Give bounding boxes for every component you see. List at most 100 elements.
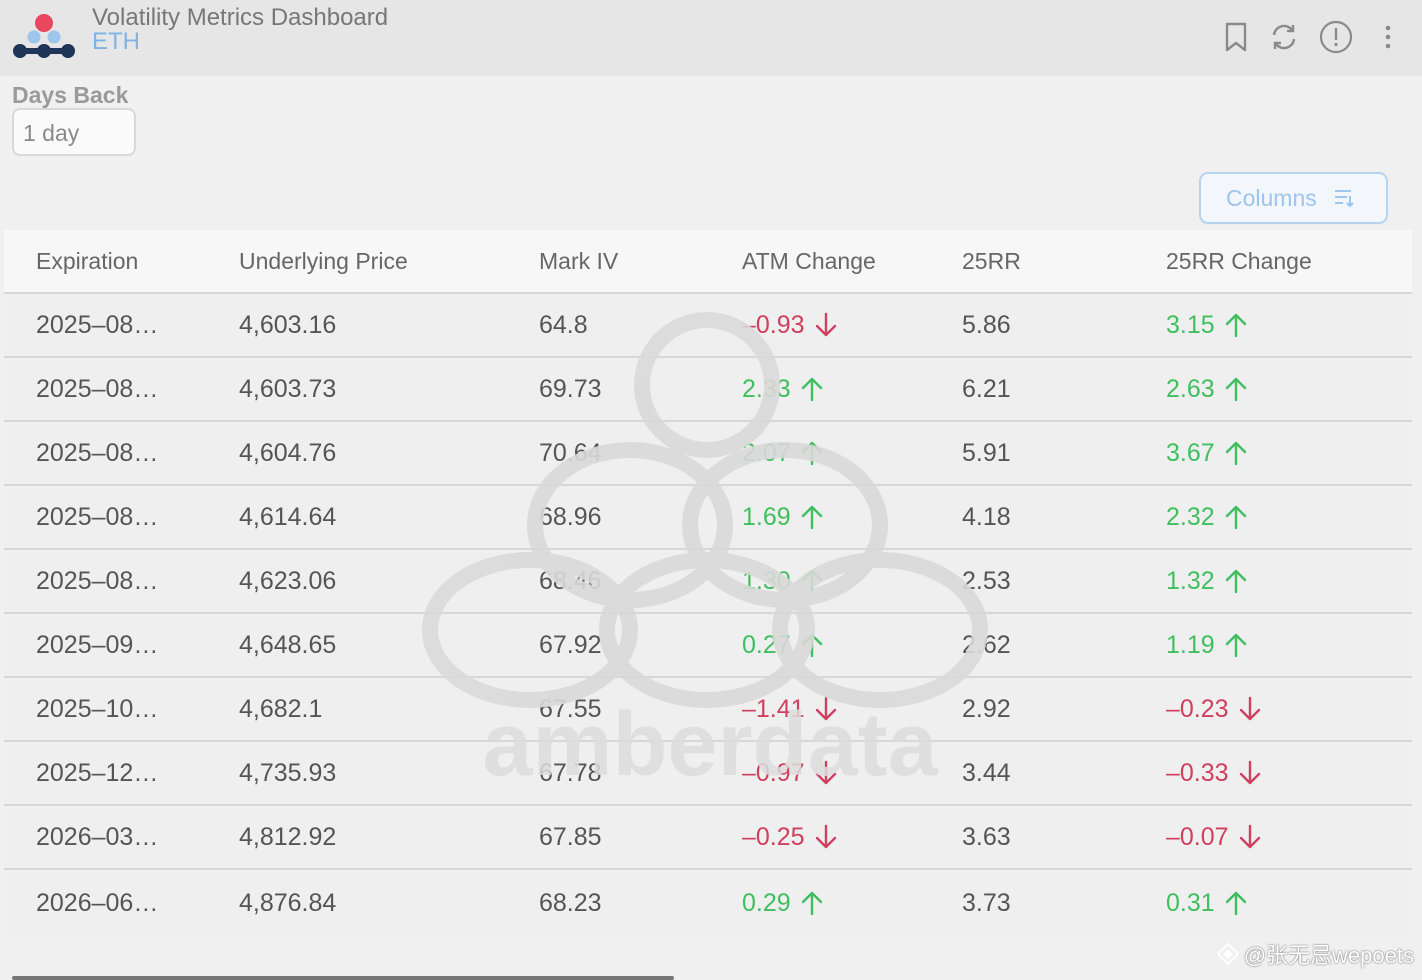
cell-atm-change: 2.07 [742, 422, 823, 484]
header-mark-iv[interactable]: Mark IV [539, 247, 619, 274]
cell-atm-change: –0.25 [742, 806, 837, 868]
table-row[interactable]: 2025–12… 4,735.93 67.78 –0.97 3.44 –0.33 [4, 742, 1412, 806]
cell-underlying-price: 4,603.73 [239, 374, 337, 403]
header-expiration[interactable]: Expiration [36, 247, 139, 274]
atm-change-value: –0.25 [742, 822, 805, 851]
cell-underlying-price: 4,603.16 [239, 310, 337, 339]
cell-mark-iv: 68.46 [539, 566, 602, 595]
arrow-up-icon [1225, 505, 1246, 530]
rr25-change-value: 3.15 [1166, 310, 1215, 339]
atm-change-value: 1.69 [742, 502, 791, 531]
rr25-change-value: 3.67 [1166, 438, 1215, 467]
cell-25rr: 2.92 [962, 694, 1011, 723]
more-vertical-icon[interactable] [1371, 20, 1405, 54]
cell-mark-iv: 67.78 [539, 758, 602, 787]
cell-mark-iv: 70.64 [539, 438, 602, 467]
cell-25rr-change: –0.23 [1166, 678, 1261, 740]
rr25-change-value: –0.07 [1166, 822, 1229, 851]
cell-atm-change: 1.30 [742, 550, 823, 612]
header-25rr-change[interactable]: 25RR Change [1166, 247, 1312, 274]
cell-expiration: 2025–08… [36, 502, 159, 531]
table-row[interactable]: 2026–03… 4,812.92 67.85 –0.25 3.63 –0.07 [4, 806, 1412, 870]
credit-text: @张无忌wepoets [1243, 943, 1414, 968]
cell-atm-change: 0.29 [742, 870, 823, 936]
cell-25rr: 2.62 [962, 630, 1011, 659]
bookmark-icon[interactable] [1219, 20, 1253, 54]
cell-25rr-change: 1.32 [1166, 550, 1247, 612]
cell-25rr: 5.86 [962, 310, 1011, 339]
cell-atm-change: 1.69 [742, 486, 823, 548]
table-row[interactable]: 2025–08… 4,614.64 68.96 1.69 4.18 2.32 [4, 486, 1412, 550]
rr25-change-value: 2.32 [1166, 502, 1215, 531]
cell-25rr-change: 1.19 [1166, 614, 1247, 676]
table-row[interactable]: 2026–06… 4,876.84 68.23 0.29 3.73 0.31 [4, 870, 1412, 936]
arrow-down-icon [1239, 824, 1260, 849]
asset-label: ETH [92, 28, 140, 55]
cell-25rr: 3.73 [962, 888, 1011, 917]
cell-underlying-price: 4,623.06 [239, 566, 337, 595]
info-icon[interactable] [1319, 20, 1353, 54]
table-row[interactable]: 2025–08… 4,603.73 69.73 2.33 6.21 2.63 [4, 358, 1412, 422]
rr25-change-value: 1.32 [1166, 566, 1215, 595]
columns-button[interactable]: Columns [1199, 172, 1388, 224]
cell-expiration: 2025–08… [36, 438, 159, 467]
page-title: Volatility Metrics Dashboard [92, 4, 389, 31]
table-row[interactable]: 2025–08… 4,603.16 64.8 –0.93 5.86 3.15 [4, 294, 1412, 358]
cell-25rr-change: 2.32 [1166, 486, 1247, 548]
arrow-up-icon [1225, 441, 1246, 466]
cell-underlying-price: 4,735.93 [239, 758, 337, 787]
cell-mark-iv: 68.96 [539, 502, 602, 531]
cell-mark-iv: 67.55 [539, 694, 602, 723]
horizontal-scrollbar[interactable] [12, 976, 674, 980]
arrow-up-icon [801, 441, 822, 466]
widget-header: Volatility Metrics Dashboard ETH [0, 0, 1422, 76]
table-body: 2025–08… 4,603.16 64.8 –0.93 5.86 3.15 2025–08… [4, 294, 1412, 936]
rr25-change-value: –0.23 [1166, 694, 1229, 723]
cell-expiration: 2025–08… [36, 310, 159, 339]
column-sort-icon [1334, 190, 1354, 208]
atm-change-value: 0.29 [742, 888, 791, 917]
table-row[interactable]: 2025–10… 4,682.1 67.55 –1.41 2.92 –0.23 [4, 678, 1412, 742]
amberdata-logo [13, 14, 75, 58]
atm-change-value: 1.30 [742, 566, 791, 595]
arrow-down-icon [815, 760, 836, 785]
cell-atm-change: 2.33 [742, 358, 823, 420]
cell-underlying-price: 4,604.76 [239, 438, 337, 467]
table-row[interactable]: 2025–08… 4,623.06 68.46 1.30 2.53 1.32 [4, 550, 1412, 614]
cell-25rr-change: –0.07 [1166, 806, 1261, 868]
cell-25rr-change: 2.63 [1166, 358, 1247, 420]
columns-button-label: Columns [1226, 184, 1317, 211]
arrow-down-icon [1239, 760, 1260, 785]
arrow-down-icon [815, 312, 836, 337]
cell-underlying-price: 4,812.92 [239, 822, 337, 851]
cell-atm-change: 0.27 [742, 614, 823, 676]
cell-underlying-price: 4,876.84 [239, 888, 337, 917]
cell-mark-iv: 67.92 [539, 630, 602, 659]
header-atm-change[interactable]: ATM Change [742, 247, 876, 274]
header-underlying-price[interactable]: Underlying Price [239, 247, 408, 274]
arrow-down-icon [815, 824, 836, 849]
cell-expiration: 2026–06… [36, 888, 159, 917]
cell-underlying-price: 4,648.65 [239, 630, 337, 659]
arrow-up-icon [1225, 633, 1246, 658]
atm-change-value: 0.27 [742, 630, 791, 659]
cell-expiration: 2026–03… [36, 822, 159, 851]
cell-atm-change: –0.97 [742, 742, 837, 804]
cell-25rr: 3.44 [962, 758, 1011, 787]
diamond-icon [1216, 942, 1240, 966]
arrow-up-icon [801, 633, 822, 658]
rr25-change-value: 1.19 [1166, 630, 1215, 659]
cell-25rr: 2.53 [962, 566, 1011, 595]
arrow-up-icon [1225, 891, 1246, 916]
arrow-down-icon [815, 696, 836, 721]
days-back-select[interactable]: 1 day [12, 108, 136, 156]
table-row[interactable]: 2025–08… 4,604.76 70.64 2.07 5.91 3.67 [4, 422, 1412, 486]
rr25-change-value: 2.63 [1166, 374, 1215, 403]
refresh-icon[interactable] [1267, 20, 1301, 54]
arrow-up-icon [1225, 313, 1246, 338]
header-25rr[interactable]: 25RR [962, 247, 1021, 274]
cell-25rr-change: 0.31 [1166, 870, 1247, 936]
cell-25rr-change: 3.15 [1166, 294, 1247, 356]
table-row[interactable]: 2025–09… 4,648.65 67.92 0.27 2.62 1.19 [4, 614, 1412, 678]
